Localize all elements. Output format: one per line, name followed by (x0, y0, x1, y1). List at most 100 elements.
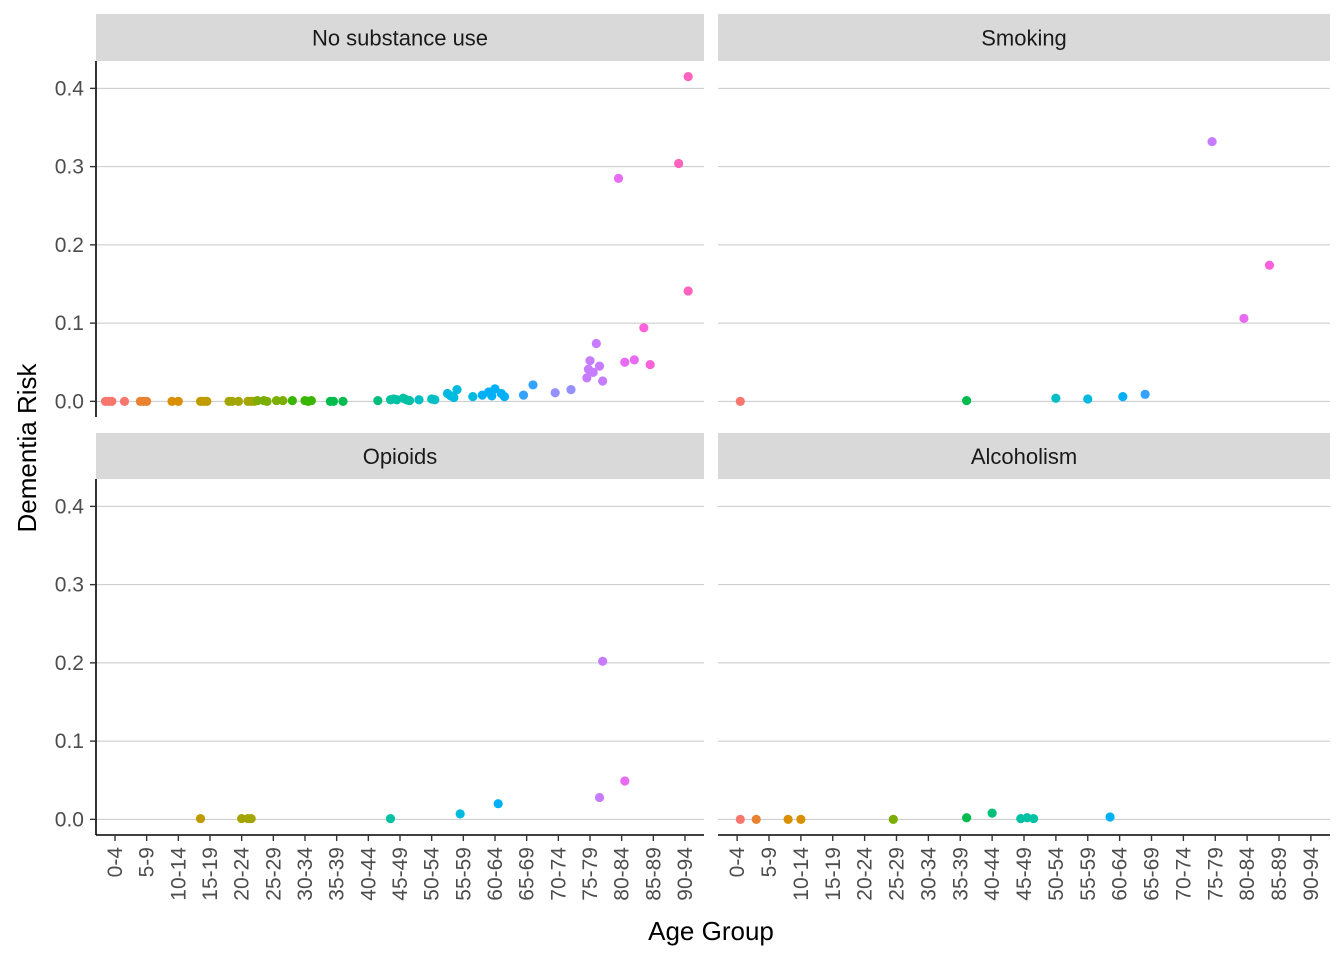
data-point (493, 799, 503, 809)
data-point (683, 72, 693, 82)
data-point (107, 396, 117, 406)
data-point (598, 656, 608, 666)
data-point (783, 814, 793, 824)
y-axis-title: Dementia Risk (12, 362, 42, 532)
data-point (594, 361, 605, 371)
x-tick-label: 55-59 (452, 847, 475, 901)
data-point (735, 814, 745, 824)
panel-strip (718, 433, 1330, 479)
y-tick-label: 0.0 (55, 808, 84, 831)
x-tick-label: 80-84 (1236, 847, 1259, 901)
data-point (674, 158, 684, 169)
x-tick-label: 50-54 (1045, 847, 1068, 901)
data-point (613, 173, 624, 183)
data-point (566, 385, 576, 395)
data-point (645, 359, 655, 370)
data-point (373, 395, 383, 406)
x-tick-label: 65-69 (516, 847, 539, 901)
data-point (683, 286, 693, 296)
data-point (620, 357, 630, 367)
y-tick-label: 0.2 (55, 652, 84, 675)
data-point (639, 323, 649, 333)
data-point (271, 395, 282, 406)
x-tick-label: 30-34 (294, 847, 317, 901)
data-point (202, 396, 212, 406)
data-point (751, 814, 761, 824)
panel-title: No substance use (312, 26, 488, 51)
data-point (487, 391, 497, 401)
data-point (195, 813, 206, 824)
x-tick-label: 90-94 (1300, 847, 1323, 901)
x-tick-label: 35-39 (326, 847, 349, 901)
y-tick-label: 0.2 (55, 234, 84, 257)
x-tick-label: 0-4 (726, 847, 749, 878)
data-point (1051, 393, 1061, 403)
data-point (173, 396, 183, 406)
data-point (1083, 394, 1093, 404)
x-tick-label: 10-14 (790, 847, 813, 901)
panel-title: Smoking (981, 26, 1067, 51)
x-tick-label: 75-79 (579, 847, 602, 901)
data-point (550, 388, 560, 398)
data-point (490, 384, 500, 394)
x-tick-label: 60-64 (1109, 847, 1132, 901)
panel-title: Alcoholism (971, 444, 1077, 469)
x-tick-label: 40-44 (981, 847, 1004, 901)
panel-title: Opioids (363, 444, 438, 469)
data-point (987, 808, 997, 818)
x-tick-label: 5-9 (136, 847, 159, 877)
x-tick-label: 10-14 (167, 847, 190, 901)
x-tick-label: 60-64 (484, 847, 507, 901)
data-point (430, 395, 440, 405)
y-tick-label: 0.3 (55, 574, 84, 597)
x-tick-label: 85-89 (642, 847, 665, 901)
data-point (620, 776, 630, 786)
x-tick-label: 70-74 (547, 847, 570, 901)
y-tick-label: 0.3 (55, 156, 84, 179)
data-point (287, 395, 297, 406)
x-tick-label: 70-74 (1172, 847, 1195, 901)
data-point (528, 380, 538, 390)
data-point (338, 396, 348, 406)
data-point (455, 809, 465, 819)
y-tick-label: 0.4 (55, 495, 85, 518)
x-tick-label: 5-9 (758, 847, 781, 877)
x-tick-label: 50-54 (421, 847, 444, 901)
data-point (252, 395, 263, 406)
data-point (328, 396, 339, 406)
panel-strip (96, 433, 704, 479)
data-point (962, 813, 972, 823)
data-point (1118, 392, 1128, 402)
data-point (452, 385, 462, 395)
data-point (888, 814, 898, 824)
data-point (598, 376, 608, 386)
data-point (468, 392, 478, 402)
data-point (1239, 313, 1249, 324)
x-tick-label: 45-49 (1013, 847, 1036, 901)
panel-strip (96, 14, 704, 61)
x-tick-label: 35-39 (949, 847, 972, 901)
x-tick-label: 20-24 (231, 847, 254, 901)
data-point (588, 367, 598, 378)
data-point (499, 392, 510, 402)
data-point (796, 814, 806, 824)
data-point (962, 395, 972, 406)
x-tick-label: 0-4 (104, 847, 127, 878)
data-point (591, 338, 601, 349)
data-point (246, 813, 256, 824)
data-point (582, 373, 592, 383)
data-point (404, 395, 415, 406)
data-point (119, 396, 130, 406)
data-point (414, 395, 424, 405)
data-point (735, 396, 745, 406)
data-point (449, 392, 459, 403)
data-point (1105, 812, 1115, 822)
data-point (306, 395, 316, 406)
data-point (278, 395, 288, 406)
y-tick-label: 0.1 (55, 730, 84, 753)
x-tick-label: 85-89 (1268, 847, 1291, 901)
data-point (237, 813, 247, 824)
data-point (385, 813, 396, 824)
data-point (629, 355, 639, 365)
x-tick-label: 80-84 (611, 847, 634, 901)
